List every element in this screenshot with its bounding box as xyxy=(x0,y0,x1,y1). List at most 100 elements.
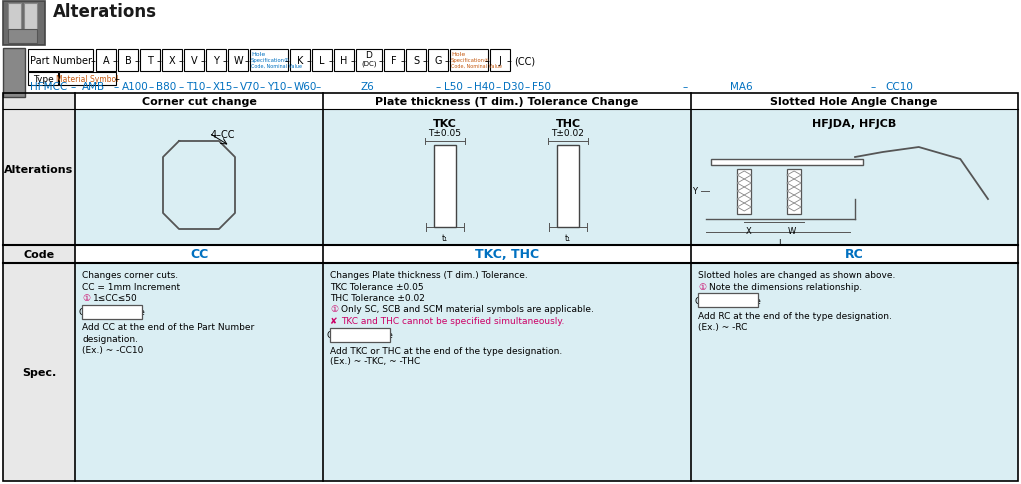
Text: –: – xyxy=(379,56,384,66)
Bar xyxy=(184,50,204,72)
Bar xyxy=(334,50,354,72)
Bar xyxy=(557,146,579,227)
Text: –: – xyxy=(135,56,140,66)
Text: W60: W60 xyxy=(294,82,318,92)
Text: THC: THC xyxy=(555,119,581,129)
Bar xyxy=(787,170,801,214)
Bar xyxy=(8,30,37,44)
Text: Type: Type xyxy=(33,75,53,83)
Bar xyxy=(3,2,45,46)
Text: –: – xyxy=(70,82,76,92)
Text: X: X xyxy=(168,56,176,66)
Text: –: – xyxy=(232,82,237,92)
Bar xyxy=(75,245,1018,263)
Bar xyxy=(330,328,390,342)
Text: CC = 1mm Increment: CC = 1mm Increment xyxy=(82,282,180,291)
Text: –: – xyxy=(156,56,161,66)
Text: Corner cut change: Corner cut change xyxy=(142,97,256,107)
Bar xyxy=(228,50,248,72)
Bar xyxy=(3,94,75,481)
Text: –: – xyxy=(423,56,428,66)
Bar xyxy=(384,50,404,72)
Text: –: – xyxy=(870,82,875,92)
Text: W: W xyxy=(788,227,796,236)
Text: Hole: Hole xyxy=(251,52,265,57)
Text: ①: ① xyxy=(330,305,338,314)
Text: –: – xyxy=(245,56,249,66)
Text: Code: Code xyxy=(23,249,54,259)
Text: Changes corner cuts.: Changes corner cuts. xyxy=(82,271,178,279)
Text: Y: Y xyxy=(692,187,697,196)
Text: Ordering Code: Ordering Code xyxy=(79,307,145,317)
Text: Note the dimensions relationship.: Note the dimensions relationship. xyxy=(709,282,862,291)
Text: L: L xyxy=(320,56,325,66)
Bar xyxy=(3,49,25,98)
Text: T: T xyxy=(147,56,153,66)
Text: TKC and THC cannot be specified simultaneously.: TKC and THC cannot be specified simultan… xyxy=(341,317,565,325)
Text: –: – xyxy=(466,82,472,92)
Text: Code, Nominal Value: Code, Nominal Value xyxy=(251,64,302,69)
Bar xyxy=(82,305,142,319)
Text: Plate thickness (T dim.) Tolerance Change: Plate thickness (T dim.) Tolerance Chang… xyxy=(376,97,638,107)
Text: –: – xyxy=(223,56,228,66)
Bar xyxy=(59,73,116,86)
Text: D30: D30 xyxy=(503,82,524,92)
Text: –: – xyxy=(350,56,355,66)
Text: T±0.05: T±0.05 xyxy=(429,129,461,138)
Text: (Ex.) ~ -TKC, ~ -THC: (Ex.) ~ -TKC, ~ -THC xyxy=(330,357,421,366)
Text: 4–CC: 4–CC xyxy=(211,130,236,140)
Bar xyxy=(75,263,1018,481)
Text: t₁: t₁ xyxy=(565,233,571,242)
Text: Code, Nominal Value: Code, Nominal Value xyxy=(451,64,502,69)
Text: –: – xyxy=(91,56,95,66)
Bar xyxy=(406,50,426,72)
Text: –: – xyxy=(205,82,210,92)
Bar xyxy=(711,160,864,166)
Text: (Ex.) ~ -CC10: (Ex.) ~ -CC10 xyxy=(82,345,143,354)
Text: –: – xyxy=(435,82,440,92)
Text: Ordering Code: Ordering Code xyxy=(327,330,393,339)
Text: Part Number: Part Number xyxy=(30,56,92,66)
Bar xyxy=(28,50,93,72)
Bar xyxy=(140,50,160,72)
Text: Z6: Z6 xyxy=(360,82,374,92)
Text: TKC, THC: TKC, THC xyxy=(475,248,539,261)
Text: Add TKC or THC at the end of the type designation.: Add TKC or THC at the end of the type de… xyxy=(330,346,563,355)
Text: W: W xyxy=(233,56,243,66)
Text: –: – xyxy=(400,56,405,66)
Text: Add RC at the end of the type designation.: Add RC at the end of the type designatio… xyxy=(698,311,892,320)
Text: AMB: AMB xyxy=(82,82,105,92)
Text: THC Tolerance ±0.02: THC Tolerance ±0.02 xyxy=(330,293,425,302)
Text: –: – xyxy=(179,56,184,66)
Text: –: – xyxy=(485,56,489,66)
Bar xyxy=(162,50,182,72)
Text: F50: F50 xyxy=(532,82,551,92)
Text: –: – xyxy=(200,56,205,66)
Text: –: – xyxy=(682,82,687,92)
Bar xyxy=(312,50,332,72)
Text: –: – xyxy=(444,56,449,66)
Text: designation.: designation. xyxy=(82,334,138,343)
Bar xyxy=(434,146,456,227)
Bar xyxy=(290,50,310,72)
Text: –: – xyxy=(113,82,118,92)
Bar xyxy=(450,50,488,72)
Text: Specification①: Specification① xyxy=(251,58,290,63)
Text: HFMCC: HFMCC xyxy=(30,82,67,92)
Text: B: B xyxy=(125,56,132,66)
Text: –: – xyxy=(112,56,117,66)
Text: X15: X15 xyxy=(213,82,234,92)
Text: L50: L50 xyxy=(444,82,463,92)
Bar xyxy=(250,50,288,72)
Bar xyxy=(428,50,448,72)
Text: T±0.02: T±0.02 xyxy=(551,129,584,138)
Text: G: G xyxy=(434,56,442,66)
Text: S: S xyxy=(412,56,419,66)
Text: –: – xyxy=(178,82,183,92)
Text: –: – xyxy=(285,56,289,66)
Text: t₁: t₁ xyxy=(442,233,448,242)
Text: A: A xyxy=(103,56,109,66)
Bar xyxy=(356,50,382,72)
Text: (DC): (DC) xyxy=(361,60,377,67)
Text: HFJDA, HFJCB: HFJDA, HFJCB xyxy=(812,119,896,129)
